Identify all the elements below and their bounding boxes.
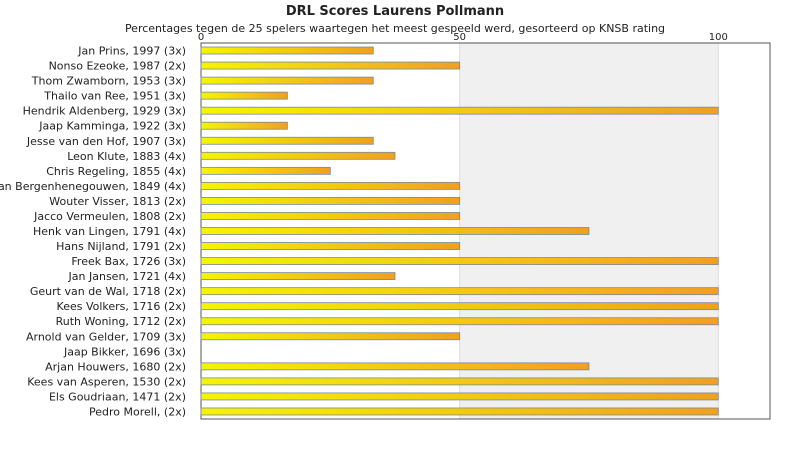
bar xyxy=(200,61,461,70)
category-label: Kees Volkers, 1716 (2x) xyxy=(57,300,186,313)
category-label: Jaap Bikker, 1696 (3x) xyxy=(63,345,186,358)
chart-subtitle: Percentages tegen de 25 spelers waartege… xyxy=(124,22,666,35)
category-label: Henk van Lingen, 1791 (4x) xyxy=(33,225,186,238)
bar xyxy=(200,332,461,341)
bar xyxy=(200,197,461,205)
bar xyxy=(200,287,719,296)
bar xyxy=(200,46,374,55)
category-label: Thailo van Ree, 1951 (3x) xyxy=(43,90,186,103)
bar xyxy=(200,317,719,326)
bar xyxy=(200,166,331,175)
bar xyxy=(200,407,719,416)
bar xyxy=(200,212,461,220)
bars xyxy=(200,46,719,416)
bar xyxy=(200,302,719,311)
category-label: Jan Prins, 1997 (3x) xyxy=(77,45,186,58)
category-label: Jaap Kamminga, 1922 (3x) xyxy=(38,120,186,133)
bar xyxy=(200,242,461,250)
category-label: Pedro Morell, (2x) xyxy=(89,405,186,418)
chart-title: DRL Scores Laurens Pollmann xyxy=(285,4,505,19)
category-label: Arnold van Gelder, 1709 (3x) xyxy=(26,330,186,343)
category-label: Kees van Asperen, 1530 (2x) xyxy=(27,375,186,388)
bar xyxy=(200,106,719,115)
category-label: Thom Zwamborn, 1953 (3x) xyxy=(31,75,186,88)
category-label: Jesse van den Hof, 1907 (3x) xyxy=(26,135,186,148)
category-label: Geurt van de Wal, 1718 (2x) xyxy=(30,285,186,298)
bar xyxy=(200,181,461,190)
category-label: Leon Klute, 1883 (4x) xyxy=(67,150,186,163)
bar xyxy=(200,362,590,371)
x-tick-label: 0 xyxy=(198,32,204,43)
x-axis-ticks: 0 50 100 xyxy=(198,32,728,43)
category-label: Sven van Bergenhenegouwen, 1849 (4x) xyxy=(0,180,186,193)
category-label: Hans Nijland, 1791 (2x) xyxy=(56,240,186,253)
category-label: Freek Bax, 1726 (3x) xyxy=(71,255,186,268)
bar xyxy=(200,151,396,160)
category-labels: Jan Prins, 1997 (3x) Nonso Ezeoke, 1987 (… xyxy=(0,45,186,419)
category-label: Jan Jansen, 1721 (4x) xyxy=(68,270,186,283)
bar xyxy=(200,76,374,85)
category-label: Wouter Visser, 1813 (2x) xyxy=(49,195,186,208)
bar xyxy=(200,227,590,235)
bar xyxy=(200,392,719,401)
category-label: Els Goudriaan, 1471 (2x) xyxy=(49,390,186,403)
x-tick-label: 100 xyxy=(709,32,728,43)
category-label: Hendrik Aldenberg, 1929 (3x) xyxy=(23,105,186,118)
category-label: Nonso Ezeoke, 1987 (2x) xyxy=(49,60,186,73)
category-label: Chris Regeling, 1855 (4x) xyxy=(46,165,186,178)
category-label: Jacco Vermeulen, 1808 (2x) xyxy=(33,210,186,223)
bar xyxy=(200,121,288,130)
category-label: Ruth Woning, 1712 (2x) xyxy=(56,315,186,328)
bar xyxy=(200,257,719,265)
bar xyxy=(200,136,374,145)
bar xyxy=(200,91,288,100)
bar xyxy=(200,272,396,281)
bar xyxy=(200,377,719,386)
x-tick-label: 50 xyxy=(453,32,466,43)
category-label: Arjan Houwers, 1680 (2x) xyxy=(45,360,186,373)
